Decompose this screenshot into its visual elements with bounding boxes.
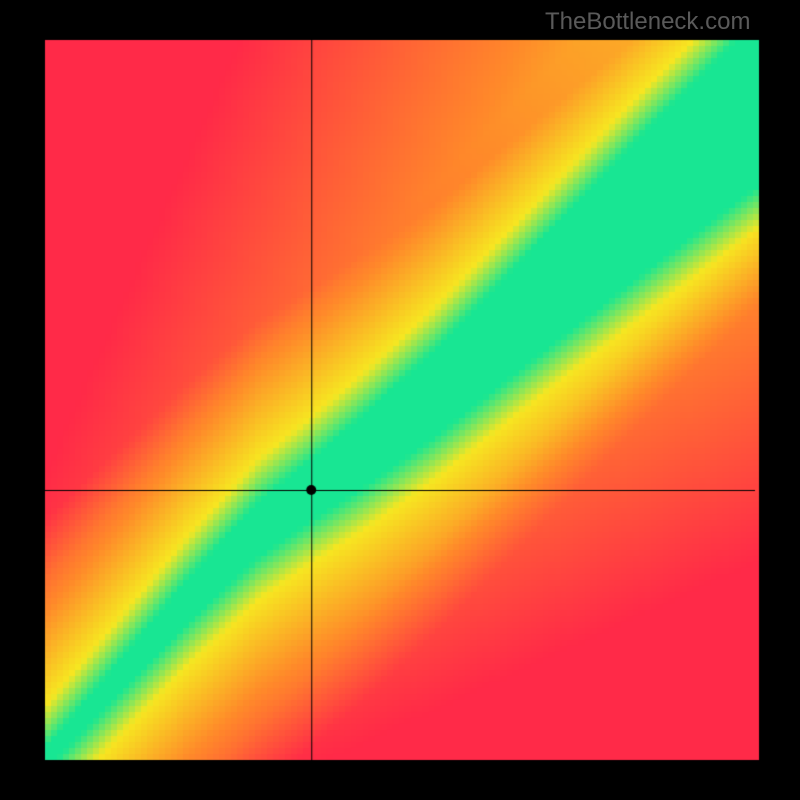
watermark-text: TheBottleneck.com [545,8,750,36]
bottleneck-heatmap [0,0,800,800]
